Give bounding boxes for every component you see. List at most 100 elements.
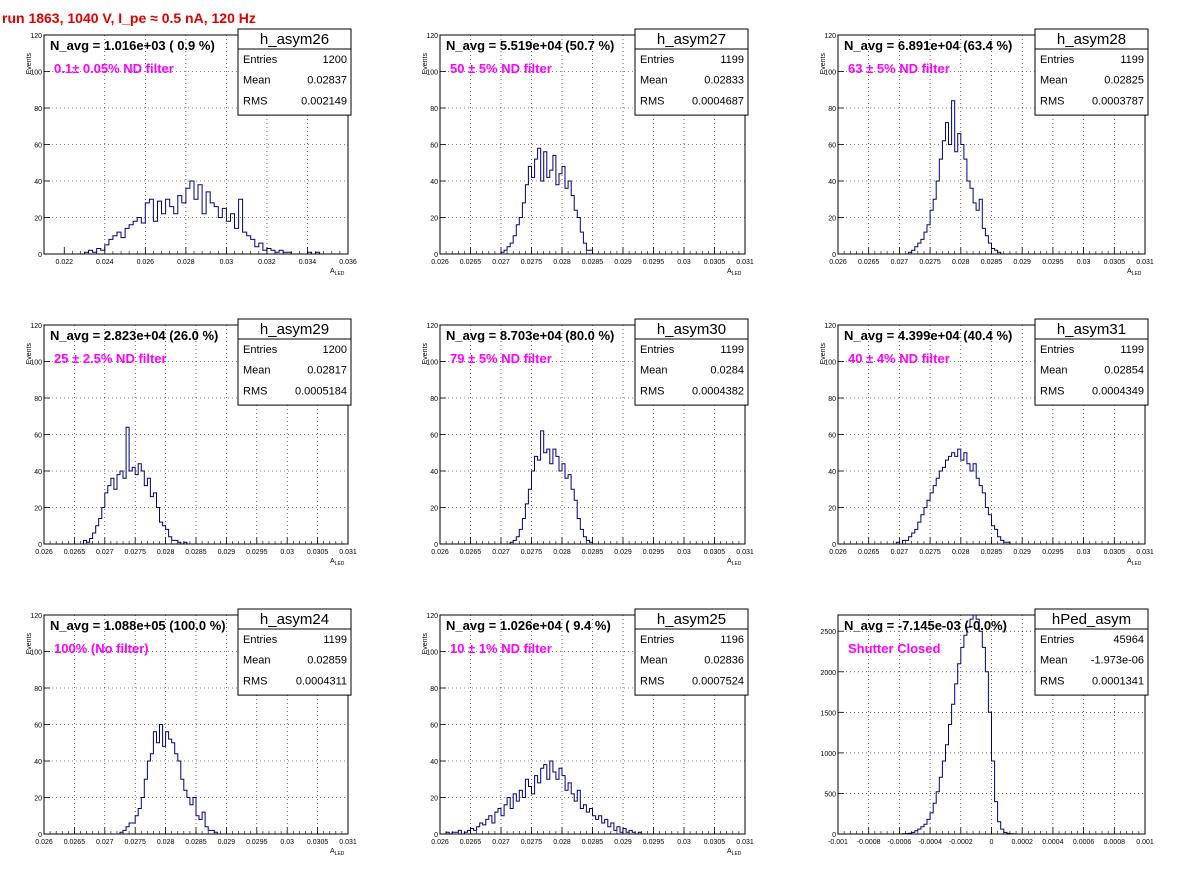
x-axis-title-main: A: [727, 268, 732, 275]
y-tick-label: 60: [828, 143, 836, 150]
x-tick-label: 0.03: [220, 259, 234, 266]
x-tick-label: 0.029: [614, 839, 632, 846]
x-tick-label: 0.0275: [124, 549, 146, 556]
y-tick-label: 60: [34, 433, 42, 440]
stats-entries-label: Entries: [1040, 634, 1075, 646]
histogram-panel-h_asym24: 0 20 40 60 80 100 120 0.026 0.0265 0.027 0.0275 0.0…: [26, 608, 357, 857]
histogram-series-h_asym29: [80, 426, 193, 545]
x-axis-title-subscript: LED: [1132, 561, 1142, 567]
x-tick-label: 0.027: [492, 839, 510, 846]
stats-title: h_asym27: [657, 31, 726, 48]
y-tick-label: 0: [832, 252, 836, 259]
y-tick-label: 120: [824, 33, 836, 40]
stats-mean-value: 0.02833: [704, 75, 744, 87]
x-tick-label: 0.0285: [582, 259, 604, 266]
x-tick-label: 0.026: [137, 259, 155, 266]
x-tick-label: 0.0285: [981, 259, 1003, 266]
navg-label: N_avg = 4.399e+04 (40.4 %): [844, 328, 1012, 343]
y-axis-title: Events: [26, 343, 33, 365]
x-tick-label: 0.001: [1136, 839, 1154, 846]
stats-mean-label: Mean: [1040, 655, 1068, 667]
x-tick-label: 0.0305: [307, 839, 329, 846]
y-tick-label: 20: [828, 506, 836, 513]
x-tick-label: 0.031: [1136, 259, 1154, 266]
stats-title: h_asym29: [260, 321, 329, 338]
x-tick-label: 0.0265: [858, 259, 880, 266]
x-tick-label: 0.0285: [582, 549, 604, 556]
x-axis-title-main: A: [1127, 558, 1132, 565]
x-tick-label: 0.03: [677, 839, 691, 846]
y-tick-label: 0: [38, 252, 42, 259]
navg-label: N_avg = 1.026e+04 ( 9.4 %): [446, 618, 611, 633]
x-tick-label: 0.036: [339, 259, 357, 266]
x-tick-label: 0.0295: [643, 549, 665, 556]
y-tick-label: 0: [832, 832, 836, 839]
stats-mean-label: Mean: [243, 655, 271, 667]
x-tick-label: 0.03: [1077, 259, 1091, 266]
x-tick-label: 0.029: [614, 259, 632, 266]
y-tick-label: 40: [430, 179, 438, 186]
x-tick-label: 0.024: [96, 259, 114, 266]
x-tick-label: 0.0265: [858, 549, 880, 556]
y-tick-label: 60: [430, 723, 438, 730]
y-axis-title: Events: [422, 633, 429, 655]
y-tick-label: 100: [426, 360, 438, 367]
stats-entries-value: 1200: [323, 54, 347, 66]
stats-entries-label: Entries: [640, 344, 675, 356]
y-tick-label: 100: [30, 360, 42, 367]
navg-label: N_avg = 2.823e+04 (26.0 %): [50, 328, 218, 343]
x-axis-title: ALED: [330, 848, 345, 857]
x-tick-label: 0.03: [1077, 549, 1091, 556]
x-axis-title: ALED: [727, 848, 742, 857]
navg-label: N_avg = 1.016e+03 ( 0.9 %): [50, 38, 215, 53]
x-tick-label: 0.029: [218, 839, 236, 846]
stats-title: h_asym28: [1057, 31, 1126, 48]
x-tick-label: 0.027: [891, 259, 909, 266]
x-tick-label: 0.029: [1013, 259, 1031, 266]
stats-box: [237, 48, 352, 116]
stats-entries-value: 1196: [720, 634, 744, 646]
x-tick-label: 0.0285: [981, 549, 1003, 556]
y-axis-title: Events: [820, 343, 827, 365]
y-tick-label: 120: [30, 33, 42, 40]
x-tick-label: 0.0275: [521, 259, 543, 266]
stats-entries-value: 45964: [1113, 634, 1144, 646]
y-tick-label: 1500: [820, 710, 836, 717]
run-title: run 1863, 1040 V, I_pe ≈ 0.5 nA, 120 Hz: [2, 10, 256, 26]
stats-title: h_asym31: [1057, 321, 1126, 338]
x-axis-title: ALED: [727, 268, 742, 277]
y-tick-label: 0: [434, 542, 438, 549]
y-tick-label: 100: [426, 70, 438, 77]
x-tick-label: 0.0285: [185, 549, 207, 556]
x-tick-label: 0.0305: [1104, 549, 1126, 556]
stats-mean-value: 0.02837: [307, 75, 347, 87]
stats-mean-label: Mean: [640, 75, 668, 87]
stats-mean-value: 0.02836: [704, 655, 744, 667]
stats-rms-label: RMS: [243, 95, 267, 107]
histogram-panel-h_asym28: 0 20 40 60 80 100 120 0.026 0.0265 0.027 0.0275 0.0…: [820, 28, 1154, 277]
stats-entries-value: 1199: [1120, 54, 1144, 66]
stats-entries-value: 1200: [323, 344, 347, 356]
x-tick-label: 0.032: [258, 259, 276, 266]
stats-box: [237, 338, 352, 406]
x-tick-label: 0.028: [553, 549, 571, 556]
stats-entries-label: Entries: [1040, 54, 1075, 66]
stats-mean-label: Mean: [1040, 365, 1068, 377]
stats-entries-value: 1199: [720, 344, 744, 356]
x-tick-label: 0.031: [736, 839, 754, 846]
x-axis-title-main: A: [330, 268, 335, 275]
x-tick-label: 0.0275: [124, 839, 146, 846]
x-tick-label: 0.0305: [704, 839, 726, 846]
filter-annotation: 10 ± 1% ND filter: [450, 641, 552, 656]
stats-rms-label: RMS: [243, 385, 267, 397]
histogram-series-h_asym25: [445, 760, 648, 835]
y-tick-label: 40: [34, 179, 42, 186]
y-tick-label: 120: [30, 323, 42, 330]
x-tick-label: 0.0002: [1011, 839, 1033, 846]
stats-box: [1034, 338, 1149, 406]
histogram-panel-h_asym25: 0 20 40 60 80 100 120 0.026 0.0265 0.027 0.0275 0.0…: [422, 608, 754, 857]
y-tick-label: 40: [34, 759, 42, 766]
x-tick-label: 0.027: [891, 549, 909, 556]
y-tick-label: 20: [828, 216, 836, 223]
y-tick-label: 100: [824, 360, 836, 367]
